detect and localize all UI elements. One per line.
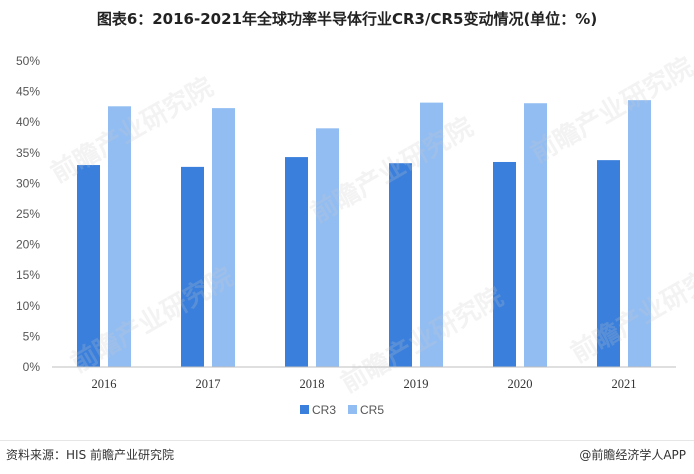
x-tick-label: 2018 [300, 377, 325, 391]
y-tick-label: 0% [23, 360, 41, 374]
bar-chart: 0% 5% 10% 15% 20% 25% 30% 35% 40% 45% 50% 2016 2017… [16, 54, 676, 417]
bar-cr5-2019 [420, 102, 443, 367]
bar-cr5-2016 [108, 106, 131, 368]
bar-cr3-2020 [493, 161, 516, 367]
y-tick-label: 20% [16, 238, 40, 252]
bar-cr3-2017 [181, 166, 204, 367]
legend-label-cr5: CR5 [360, 403, 384, 417]
y-tick-label: 35% [16, 146, 40, 160]
y-tick-label: 30% [16, 176, 40, 190]
bar-cr3-2018 [285, 157, 308, 367]
y-tick-label: 5% [23, 329, 41, 343]
x-tick-label: 2020 [508, 377, 533, 391]
y-tick-label: 50% [16, 54, 40, 68]
chart-title: 图表6：2016-2021年全球功率半导体行业CR3/CR5变动情况(单位：%) [96, 10, 598, 28]
y-tick-label: 15% [16, 268, 40, 282]
x-axis: 2016 2017 2018 2019 2020 2021 [52, 366, 676, 391]
y-tick-label: 40% [16, 115, 40, 129]
y-tick-label: 10% [16, 299, 40, 313]
brand-note: @前瞻经济学人APP [579, 448, 686, 462]
y-tick-label: 45% [16, 85, 40, 99]
bar-cr5-2021 [628, 100, 651, 367]
bars [77, 100, 651, 368]
x-tick-label: 2021 [612, 377, 637, 391]
footer-divider [0, 440, 694, 441]
bar-cr3-2021 [597, 160, 620, 367]
legend-swatch-cr3 [300, 405, 309, 414]
bar-cr3-2019 [389, 163, 412, 367]
source-note: 资料来源：HIS 前瞻产业研究院 [6, 448, 174, 462]
legend: CR3 CR5 [300, 403, 384, 417]
x-tick-label: 2016 [92, 377, 117, 391]
legend-label-cr3: CR3 [312, 403, 336, 417]
bar-cr5-2020 [524, 103, 547, 367]
legend-swatch-cr5 [348, 405, 357, 414]
x-tick-label: 2017 [196, 377, 221, 391]
y-tick-label: 25% [16, 207, 40, 221]
x-tick-label: 2019 [404, 377, 429, 391]
bar-cr3-2016 [77, 165, 100, 367]
bar-cr5-2018 [316, 128, 339, 367]
bar-cr5-2017 [212, 108, 235, 368]
y-axis: 0% 5% 10% 15% 20% 25% 30% 35% 40% 45% 50% [16, 54, 40, 374]
